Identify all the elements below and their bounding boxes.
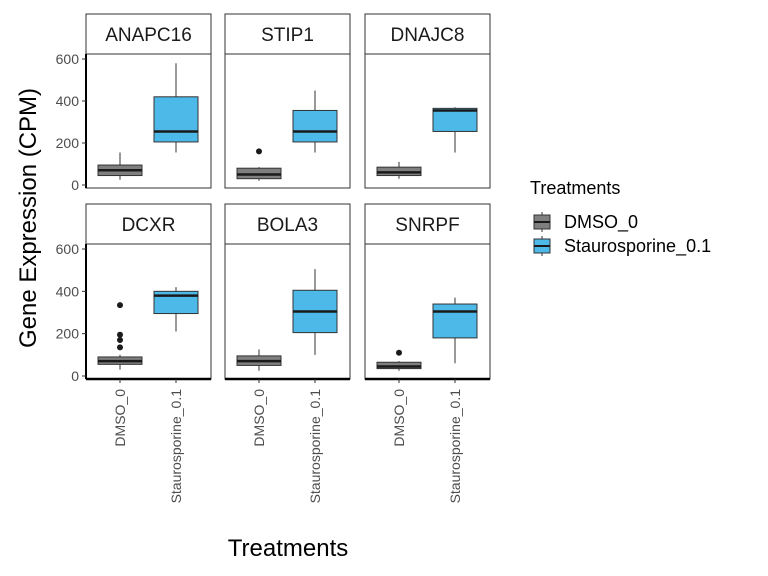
legend-item-label: Staurosporine_0.1	[564, 236, 711, 257]
box-dmso-0	[376, 161, 422, 179]
facet-strip	[364, 13, 491, 55]
y-tick-label: 200	[56, 326, 80, 342]
y-tick-label: 600	[56, 241, 80, 257]
box-iqr	[292, 109, 338, 143]
legend: Treatments DMSO_0 Staurosporine_0.1	[530, 178, 711, 257]
facet-panel-dnajc8: DNAJC8	[364, 13, 491, 189]
facet-strip-label: SNRPF	[395, 215, 459, 236]
legend-item-staurosporine-0-1: Staurosporine_0.1	[533, 236, 711, 257]
legend-items: DMSO_0 Staurosporine_0.1	[533, 212, 711, 257]
box-staurosporine-0-1	[432, 297, 478, 364]
box-staurosporine-0-1	[153, 287, 199, 332]
legend-item-label: DMSO_0	[564, 212, 638, 233]
facet-strip-label: STIP1	[261, 25, 314, 46]
facet-panel-anapc16: ANAPC16	[85, 13, 212, 189]
facet-panel-dcxr: DCXR	[85, 203, 212, 380]
box-dmso-0	[376, 349, 422, 371]
facet-strip	[224, 13, 351, 55]
facet-strip-label: DNAJC8	[391, 25, 465, 46]
y-tick-label: 0	[71, 177, 79, 193]
x-tick-label: Staurosporine_0.1	[307, 389, 323, 504]
outlier-point	[396, 349, 402, 356]
axes: 0 200 400 600 0 200 400 600 DMSO_0 Staurosporine_…	[56, 51, 490, 503]
box-staurosporine-0-1	[292, 269, 338, 355]
legend-title: Treatments	[530, 178, 620, 198]
facet-panels: ANAPC16 STIP1 DNAJC8 DCXR BOLA3 SNRPF	[85, 13, 491, 380]
outlier-point	[117, 302, 123, 309]
facet-strip	[364, 203, 491, 245]
facet-strip	[85, 203, 212, 245]
box-iqr	[432, 107, 478, 132]
y-tick-label: 0	[71, 368, 79, 384]
facet-strip-label: BOLA3	[257, 215, 318, 236]
x-tick-label: Staurosporine_0.1	[168, 389, 184, 504]
outlier-point	[117, 337, 123, 344]
legend-item-dmso-0: DMSO_0	[533, 212, 638, 233]
box-dmso-0	[236, 349, 282, 371]
box-iqr	[153, 96, 199, 143]
facet-panel-bola3: BOLA3	[224, 203, 351, 380]
box-staurosporine-0-1	[153, 63, 199, 153]
box-dmso-0	[97, 302, 143, 370]
y-tick-label: 400	[56, 93, 80, 109]
box-iqr	[153, 290, 199, 315]
box-staurosporine-0-1	[432, 107, 478, 153]
x-tick-label: DMSO_0	[391, 389, 407, 447]
box-iqr	[432, 303, 478, 339]
y-tick-label: 400	[56, 283, 80, 299]
box-dmso-0	[236, 148, 282, 181]
facet-strip	[224, 203, 351, 245]
y-tick-label: 200	[56, 135, 80, 151]
y-axis-title: Gene Expression (CPM)	[15, 88, 42, 348]
x-tick-label: DMSO_0	[251, 389, 267, 447]
outlier-point	[117, 331, 123, 338]
outlier-point	[256, 148, 262, 155]
facet-strip-label: DCXR	[122, 215, 176, 236]
box-dmso-0	[97, 152, 143, 180]
facet-panel-stip1: STIP1	[224, 13, 351, 189]
x-axis-title: Treatments	[228, 535, 348, 562]
y-tick-label: 600	[56, 51, 80, 67]
x-tick-label: Staurosporine_0.1	[447, 389, 463, 504]
box-staurosporine-0-1	[292, 90, 338, 153]
outlier-point	[117, 344, 123, 351]
facet-strip	[85, 13, 212, 55]
facet-strip-label: ANAPC16	[105, 25, 192, 46]
facet-panel-snrpf: SNRPF	[364, 203, 491, 380]
x-tick-label: DMSO_0	[112, 389, 128, 447]
